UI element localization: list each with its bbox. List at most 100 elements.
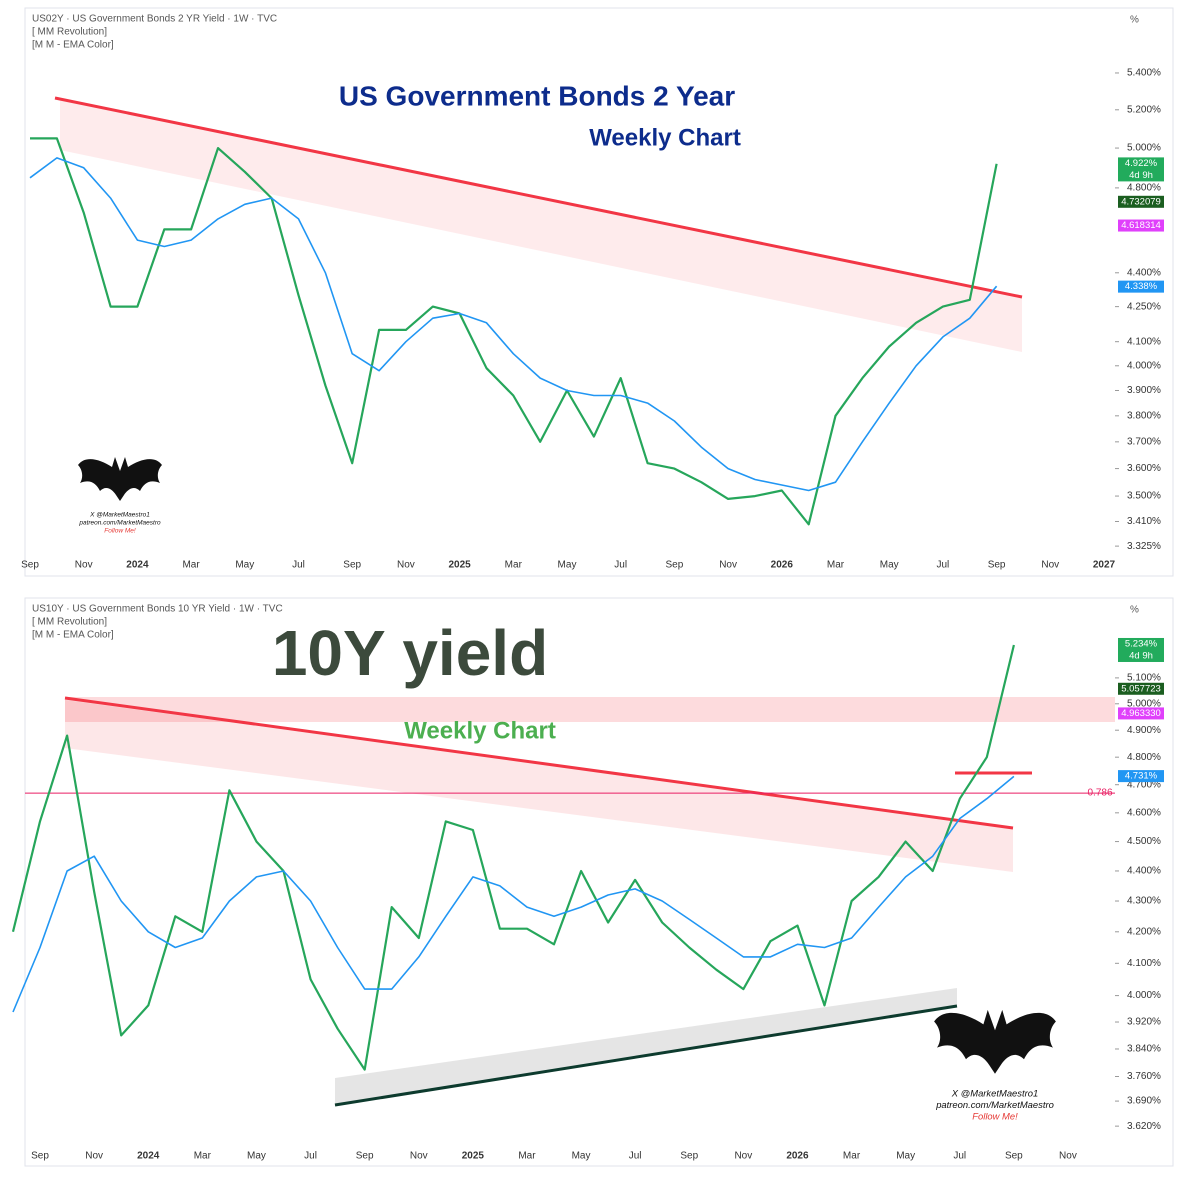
y-tick-label: 3.800% [1127,410,1161,421]
x-tick-label: May [247,1151,266,1162]
y-tick-label: 3.620% [1127,1121,1161,1132]
x-tick-label: Jul [937,560,950,571]
price-label-note: 4d 9h [1129,650,1153,661]
y-tick-label: 3.690% [1127,1096,1161,1107]
chart-header: [ MM Revolution] [32,27,107,38]
chart-subtitle: Weekly Chart [589,124,741,151]
price-label-box [1118,280,1164,293]
y-tick-label: 4.000% [1127,360,1161,371]
x-tick-label: Jul [953,1151,966,1162]
y-tick-label: 3.600% [1127,463,1161,474]
y-tick-label: 5.000% [1127,143,1161,154]
y-tick-label: 3.325% [1127,541,1161,552]
x-tick-label: 2026 [771,560,794,571]
x-tick-label: Mar [182,560,200,571]
x-tick-label: 2027 [1093,560,1116,571]
y-tick-label: 4.100% [1127,958,1161,969]
x-tick-label: 2026 [786,1151,809,1162]
x-tick-label: Mar [194,1151,212,1162]
x-tick-label: May [558,560,577,571]
price-line [11,644,1015,1071]
chart-header: US02Y · US Government Bonds 2 YR Yield ·… [32,14,277,25]
x-tick-label: Sep [666,560,684,571]
panel-top [24,7,1174,577]
y-tick-label: 3.760% [1127,1071,1161,1082]
watermark-text: X @MarketMaestro1 [89,512,150,519]
y-tick-label: 3.900% [1127,385,1161,396]
price-label: 4.732079 [1121,196,1161,207]
watermark-text: Follow Me! [104,528,136,535]
price-line [12,775,1015,1013]
y-tick-label: 4.200% [1127,926,1161,937]
y-tick-label: 4.500% [1127,836,1161,847]
chart-subtitle: Weekly Chart [404,717,556,744]
y-tick-label: 4.400% [1127,866,1161,877]
y-tick-label: 4.400% [1127,267,1161,278]
chart-header: US10Y · US Government Bonds 10 YR Yield … [32,604,283,615]
price-label: 4.618314 [1121,220,1161,231]
bat-logo [78,457,162,501]
x-tick-label: Jul [304,1151,317,1162]
price-label-box [1118,637,1164,662]
x-tick-label: Mar [518,1151,536,1162]
chart-title: US Government Bonds 2 Year [339,80,735,111]
x-tick-label: Sep [356,1151,374,1162]
watermark-text: Follow Me! [972,1111,1018,1122]
price-label-note: 4d 9h [1129,170,1153,181]
price-label: 4.731% [1125,771,1158,782]
x-tick-label: Nov [1059,1151,1077,1162]
x-tick-label: Jul [292,560,305,571]
y-tick-label: 4.100% [1127,336,1161,347]
y-tick-label: 5.100% [1127,673,1161,684]
unit-label: % [1130,15,1139,26]
x-tick-label: Jul [614,560,627,571]
fib-label: 0.786 [1087,788,1112,799]
x-tick-label: Mar [505,560,523,571]
x-tick-label: Nov [1041,560,1059,571]
price-label-box [1118,195,1164,208]
y-tick-label: 3.700% [1127,436,1161,447]
x-tick-label: Sep [31,1151,49,1162]
price-label-box [1118,707,1164,720]
x-tick-label: Nov [719,560,737,571]
y-tick-label: 5.400% [1127,68,1161,79]
chart-header: [ MM Revolution] [32,617,107,628]
y-tick-label: 4.800% [1127,752,1161,763]
x-tick-label: May [572,1151,591,1162]
y-tick-label: 4.900% [1127,725,1161,736]
trend-line [54,96,1023,299]
price-label: 4.922% [1125,158,1158,169]
x-tick-label: Sep [1005,1151,1023,1162]
x-tick-label: May [235,560,254,571]
price-label-box [1118,157,1164,182]
x-tick-label: Nov [397,560,415,571]
x-tick-label: Sep [21,560,39,571]
x-tick-label: Mar [827,560,845,571]
price-label: 5.057723 [1121,683,1161,694]
x-tick-label: May [880,560,899,571]
x-tick-label: Nov [410,1151,428,1162]
watermark-text: patreon.com/MarketMaestro [935,1099,1054,1110]
chart-header: [M M - EMA Color] [32,40,114,51]
price-label: 4.963330 [1121,708,1161,719]
price-label-box [1118,219,1164,232]
trend-line [64,696,1014,830]
resistance-band [65,697,1115,722]
y-tick-label: 3.920% [1127,1017,1161,1028]
channel-zone [60,100,1022,352]
price-label-box [1118,770,1164,783]
watermark-text: X @MarketMaestro1 [951,1087,1038,1098]
price-line [29,157,998,492]
y-tick-label: 4.300% [1127,896,1161,907]
y-tick-label: 4.700% [1127,779,1161,790]
x-tick-label: May [896,1151,915,1162]
x-tick-label: 2024 [126,560,149,571]
y-tick-label: 3.840% [1127,1044,1161,1055]
unit-label: % [1130,605,1139,616]
price-label-box [1118,682,1164,695]
x-tick-label: Nov [75,560,93,571]
y-tick-label: 3.500% [1127,491,1161,502]
y-tick-label: 4.600% [1127,807,1161,818]
price-label: 4.338% [1125,281,1158,292]
